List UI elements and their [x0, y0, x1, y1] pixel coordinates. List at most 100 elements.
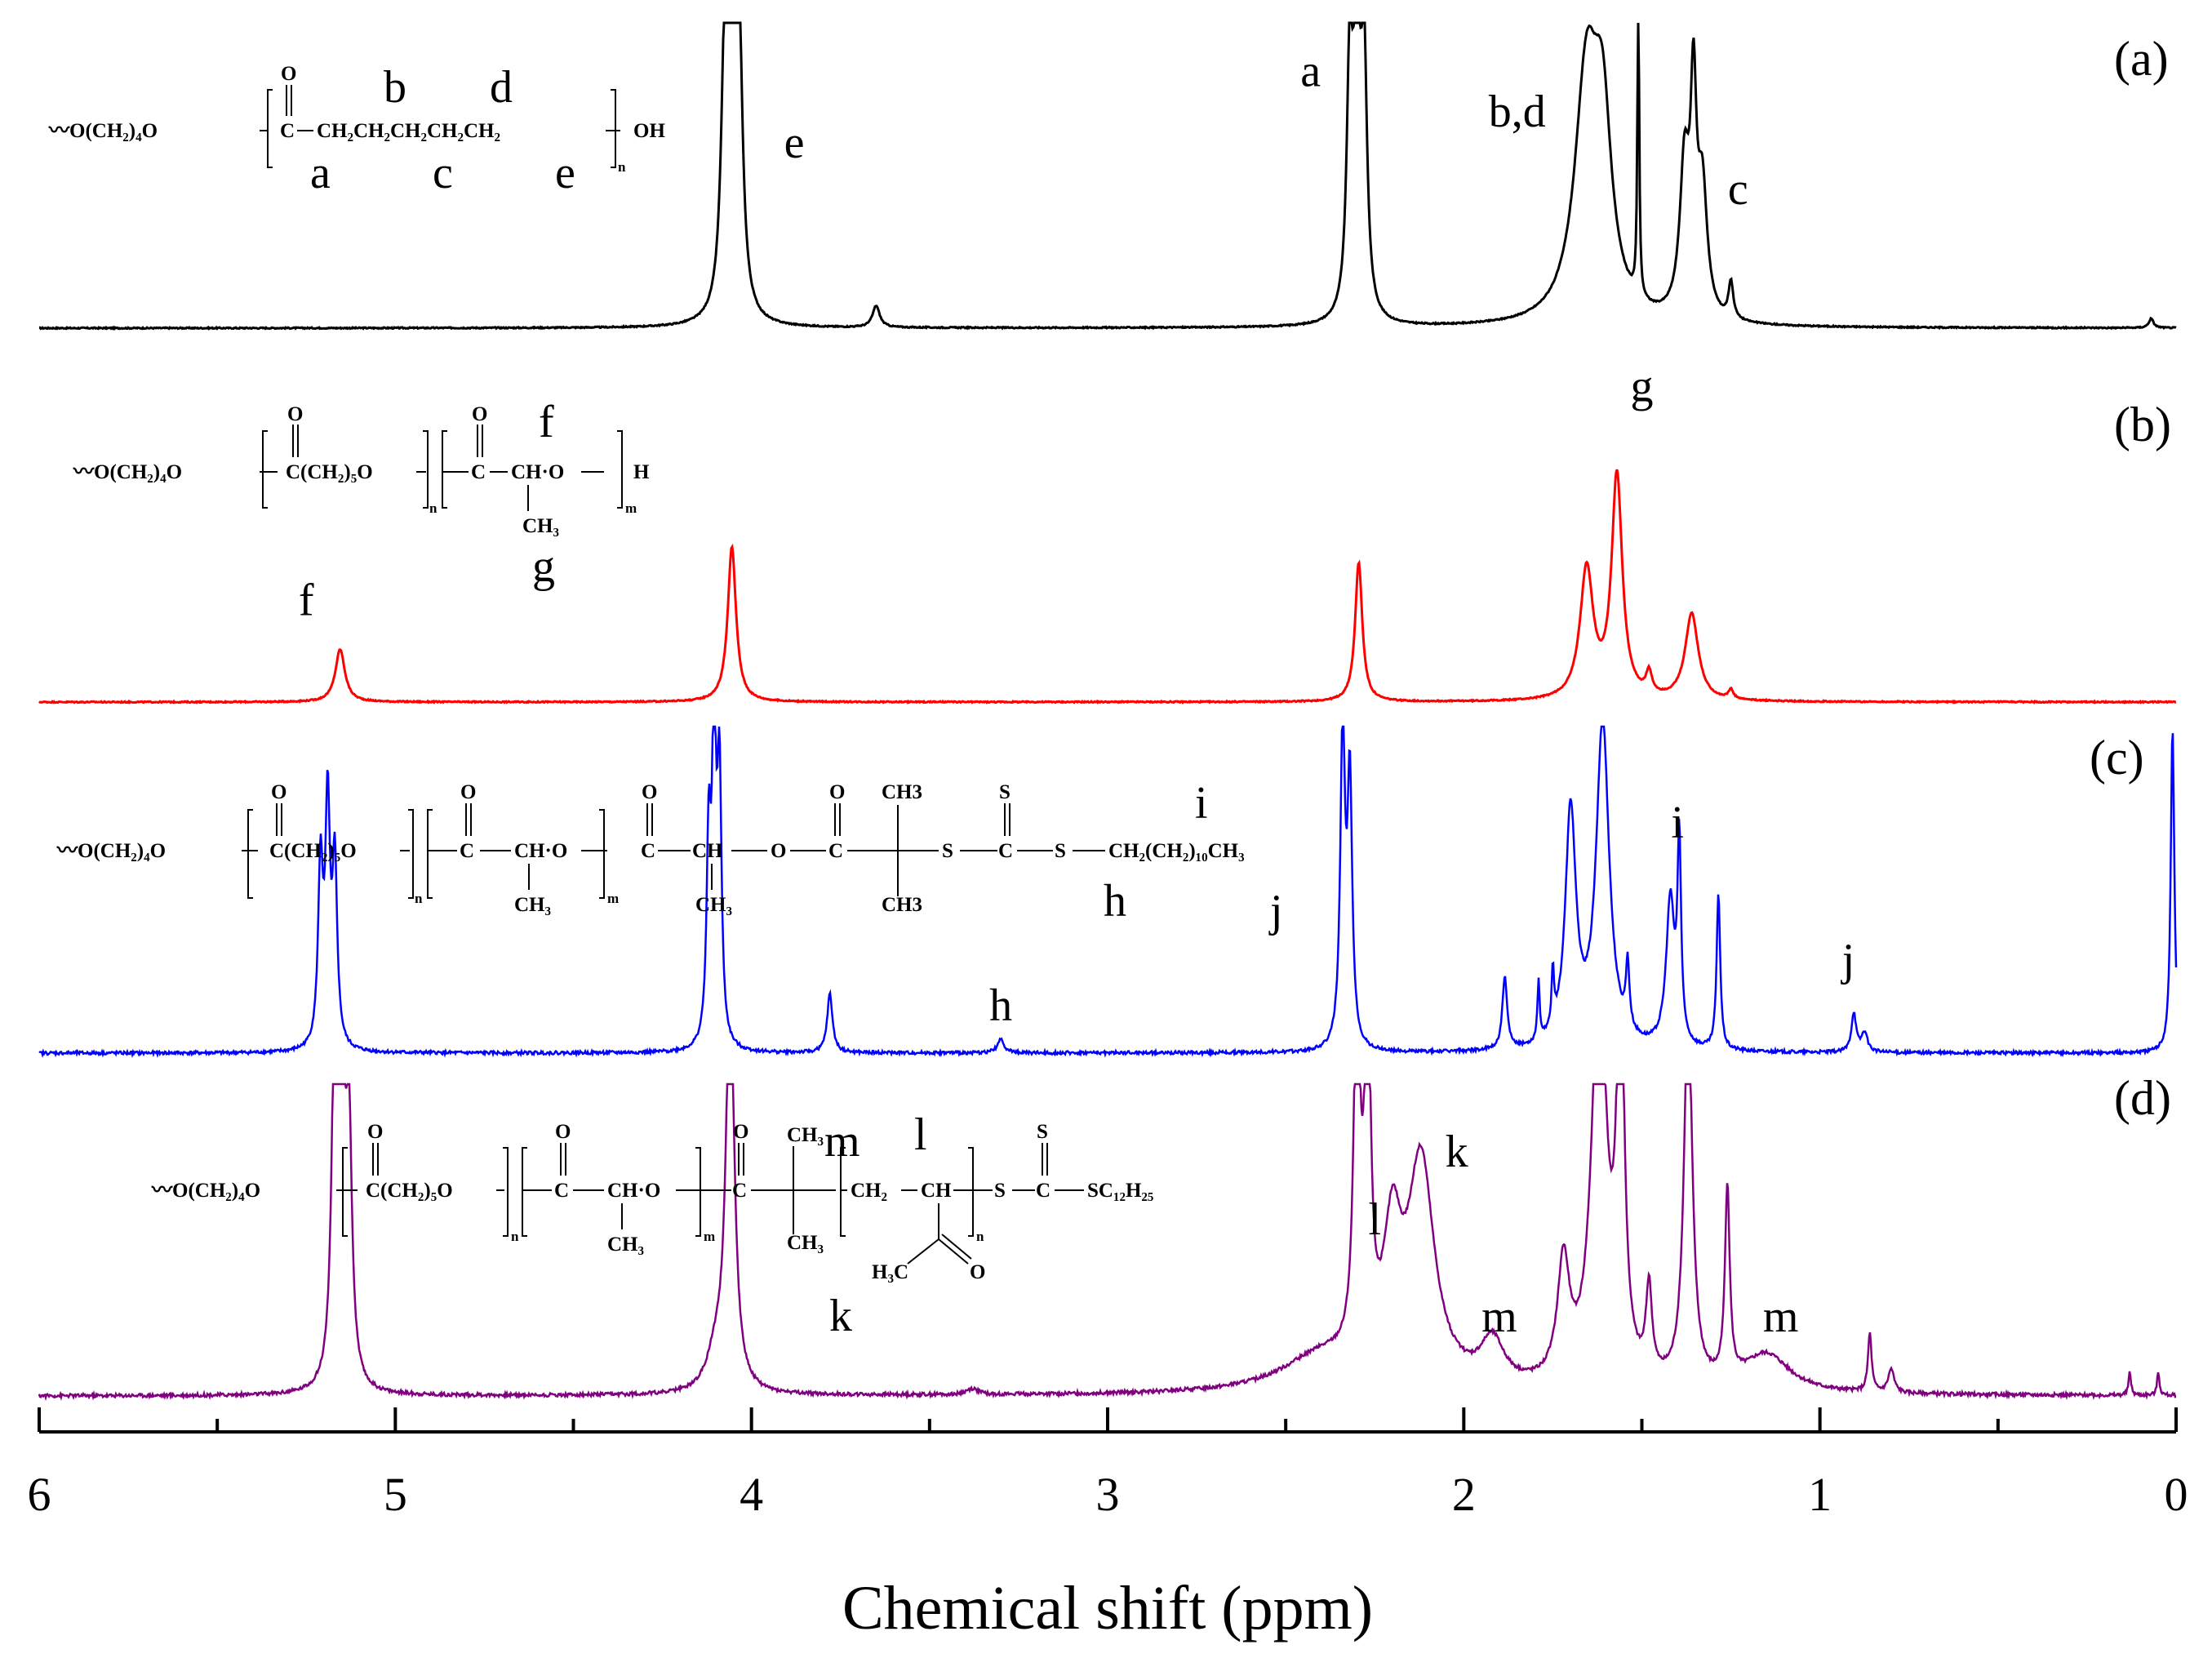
carbonyl-o-c1: O: [271, 781, 286, 803]
carbonyl-o-c2: O: [460, 781, 476, 803]
thio-c-d: C: [1036, 1180, 1050, 1202]
sub-n-d2: n: [976, 1229, 984, 1244]
panel-label-a: (a): [2114, 32, 2169, 86]
carbonyl-c-b: C: [471, 461, 486, 483]
sulfur-2-c: S: [1055, 840, 1066, 862]
wavy-bond-b: 〰O(CH₂)₄O: [73, 461, 182, 483]
thio-s-d: S: [1037, 1121, 1048, 1143]
sulfur-1-d: S: [994, 1180, 1006, 1202]
struct-label-f: f: [539, 397, 554, 447]
panel-label-b: (b): [2114, 398, 2171, 451]
sub-m-c: m: [607, 891, 619, 906]
sub-n-a: n: [618, 159, 626, 175]
segment-2-c: CH·O: [514, 840, 567, 862]
x-axis-ticks: 6 5 4 3 2 1 0: [28, 1407, 2188, 1521]
carbonyl-c-c2: C: [460, 840, 474, 862]
dodecyl-tail-d: SC₁₂H₂₅: [1087, 1180, 1153, 1202]
x-tick-label-0: 0: [2165, 1468, 2188, 1521]
sub-m-d: m: [704, 1229, 715, 1244]
series-a-line: [38, 21, 2177, 331]
sub-n-c: n: [415, 891, 423, 906]
sulfur-1-c: S: [942, 840, 953, 862]
struct-label-m: m: [824, 1116, 860, 1167]
x-tick-label-3: 3: [1096, 1468, 1120, 1521]
wavy-bond-c: 〰O(CH₂)₄O: [56, 840, 166, 862]
peak-labels: e a b,d c f g h i j k l m m: [299, 47, 1854, 1342]
structure-c: 〰O(CH₂)₄O O C(CH₂)₅O n O C CH·O CH₃ m O …: [56, 778, 1283, 936]
struct-label-e: e: [555, 148, 575, 198]
carbonyl-o-d3: O: [733, 1121, 748, 1143]
structure-b: 〰O(CH₂)₄O O C(CH₂)₅O n O C CH·O CH₃ m H …: [73, 397, 650, 592]
struct-label-l: l: [914, 1109, 927, 1160]
x-tick-label-6: 6: [28, 1468, 51, 1521]
carbonyl-c-a: C: [280, 120, 295, 142]
struct-label-i: i: [1195, 778, 1208, 829]
carbonyl-c-c3: C: [641, 840, 655, 862]
end-group-a: OH: [633, 120, 665, 142]
carbonyl-o-b2: O: [472, 403, 487, 425]
methyl-c2: CH₃: [695, 894, 732, 916]
methine-d: CH: [921, 1180, 952, 1202]
spectrum-d: [38, 1082, 2177, 1402]
chain-a: CH₂CH₂CH₂CH₂CH₂: [317, 120, 500, 142]
x-tick-label-2: 2: [1452, 1468, 1476, 1521]
thio-c-c: C: [998, 840, 1013, 862]
carbonyl-o-c3: O: [642, 781, 657, 803]
end-group-b: H: [633, 461, 650, 483]
struct-label-d: d: [490, 62, 513, 113]
struct-label-j: j: [1268, 886, 1283, 936]
peak-label-d-l-1: l: [1368, 1194, 1381, 1245]
carbonyl-c-d3: C: [732, 1180, 747, 1202]
sub-n-b: n: [429, 500, 438, 516]
segment-2-d: CH·O: [607, 1180, 660, 1202]
peak-label-d-m-2: m: [1481, 1291, 1517, 1342]
carbonyl-c-c4: C: [828, 840, 843, 862]
spectrum-b: [38, 469, 2177, 705]
panel-label-c: (c): [2090, 731, 2144, 785]
struct-label-b: b: [384, 62, 406, 113]
carbonyl-o-a: O: [281, 63, 296, 85]
peak-label-b-f-0: f: [299, 576, 314, 626]
peak-label-a-e-0: e: [784, 118, 805, 168]
dimethyl-top-c: CH3: [882, 781, 922, 803]
structure-a: 〰O(CH₂)₄O O C CH₂CH₂CH₂CH₂CH₂ n OH b d a…: [48, 62, 665, 198]
peak-label-a-c-3: c: [1728, 164, 1748, 215]
ester-o-c: O: [771, 840, 786, 862]
sub-m-b: m: [625, 500, 637, 516]
struct-label-g: g: [532, 541, 555, 592]
series-c-line: [38, 725, 2178, 1059]
series-b-line: [38, 469, 2177, 705]
peak-label-a-bd-2: b,d: [1489, 87, 1546, 137]
segment-1-b: C(CH₂)₅O: [286, 461, 373, 483]
struct-label-a: a: [310, 148, 331, 198]
thio-s-c: S: [999, 781, 1011, 803]
methylene-d: CH₂: [851, 1180, 887, 1202]
segment-1-d: C(CH₂)₅O: [366, 1180, 453, 1202]
struct-label-h: h: [1104, 876, 1126, 927]
ketone-methyl-d: H₃C: [872, 1261, 908, 1283]
ketone-o-d: O: [970, 1261, 985, 1283]
sub-n-d: n: [511, 1229, 519, 1244]
peak-label-c-j-2: j: [1841, 935, 1855, 985]
peak-label-c-h-0: h: [989, 980, 1012, 1031]
x-tick-label-5: 5: [384, 1468, 407, 1521]
wavy-bond-d: 〰O(CH₂)₄O: [151, 1180, 260, 1202]
segment-3-c: CH: [692, 840, 723, 862]
x-tick-label-4: 4: [740, 1468, 763, 1521]
segment-2-b: CH·O: [511, 461, 564, 483]
dodecyl-tail-c: CH₂(CH₂)₁₀CH₃: [1108, 840, 1245, 862]
series-d-line: [38, 1082, 2177, 1402]
segment-1-c: C(CH₂)₅O: [269, 840, 357, 862]
spectrum-a: [38, 21, 2177, 331]
wavy-bond-a: 〰O(CH₂)₄O: [48, 120, 158, 142]
carbonyl-o-d2: O: [555, 1121, 571, 1143]
dimethyl-bottom-c: CH3: [882, 894, 922, 916]
x-tick-label-1: 1: [1808, 1468, 1832, 1521]
peak-label-b-g-1: g: [1631, 361, 1654, 411]
struct-label-c: c: [433, 148, 453, 198]
peak-label-c-i-1: i: [1671, 798, 1684, 848]
panel-label-d: (d): [2114, 1071, 2171, 1125]
peak-label-d-k-0: k: [1446, 1127, 1468, 1177]
methyl-c1: CH₃: [514, 894, 551, 916]
